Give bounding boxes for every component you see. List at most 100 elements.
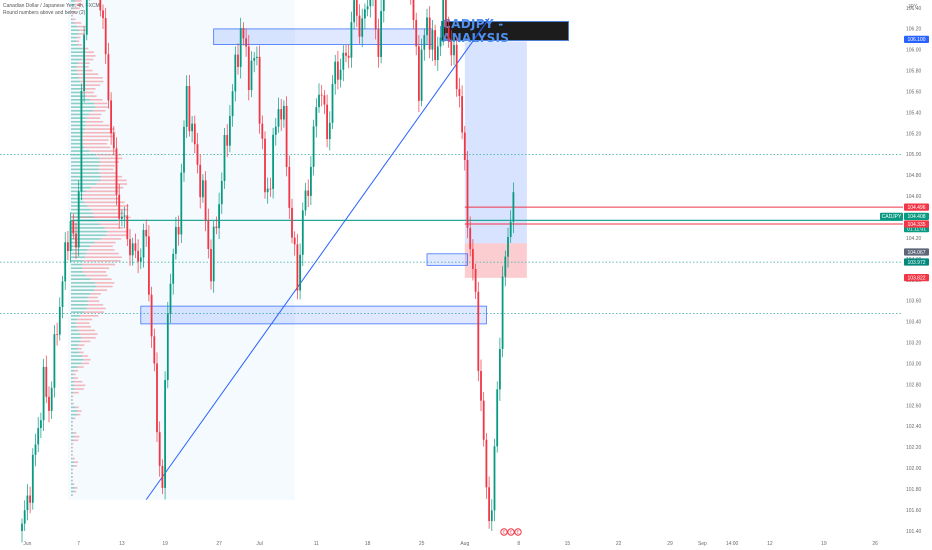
- candle-body: [80, 90, 83, 192]
- event-marker-label: E: [516, 530, 519, 535]
- volume-profile-bar-down: [92, 109, 106, 112]
- volume-profile-bar-down: [77, 413, 81, 416]
- candle-body: [447, 27, 450, 42]
- volume-profile-bar-up: [71, 311, 84, 313]
- volume-profile-bar-down: [99, 164, 115, 167]
- time-tick-label: 25: [419, 541, 425, 547]
- volume-profile-bar-down: [75, 322, 90, 324]
- candle-body: [193, 123, 196, 145]
- volume-profile-bar-up: [71, 322, 76, 324]
- candle-body: [158, 432, 161, 466]
- volume-profile-bar-down: [75, 406, 79, 409]
- volume-profile-bar-down: [74, 369, 78, 372]
- volume-profile-bar-up: [71, 318, 77, 321]
- volume-profile-bar-down: [81, 267, 110, 270]
- volume-profile-bar-down: [78, 29, 88, 32]
- volume-profile-bar-up: [71, 55, 85, 57]
- volume-profile-bar-up: [71, 157, 100, 160]
- volume-profile-bar-up: [71, 256, 85, 259]
- candle-body: [496, 389, 499, 447]
- candle-body: [72, 220, 75, 234]
- volume-profile-bar-up: [71, 435, 75, 438]
- volume-profile-bar-down: [72, 428, 73, 431]
- symbol-tag-bg: [880, 212, 903, 220]
- volume-profile-bar-up: [71, 40, 77, 43]
- volume-profile-bar-down: [73, 417, 76, 420]
- volume-profile-bar-down: [84, 146, 111, 149]
- volume-profile-bar-down: [92, 212, 125, 215]
- candle-body: [56, 334, 58, 336]
- volume-profile-bar-down: [71, 446, 73, 449]
- candle-body: [126, 215, 129, 240]
- price-tick-label: 102.20: [906, 445, 922, 451]
- volume-profile-bar-down: [72, 479, 73, 482]
- volume-profile-bar-up: [71, 139, 81, 141]
- volume-profile-bar-up: [71, 358, 84, 361]
- volume-profile-bar-up: [71, 260, 84, 262]
- candle-body: [331, 83, 334, 123]
- volume-profile-bar-up: [71, 153, 96, 156]
- shaded-region-target: [464, 41, 527, 244]
- candle-body: [442, 0, 445, 38]
- volume-profile-bar-down: [81, 91, 94, 94]
- candle-body: [42, 366, 45, 421]
- volume-profile-bar-up: [71, 472, 73, 475]
- time-tick-label: 27: [216, 541, 222, 547]
- volume-profile-bar-down: [74, 22, 82, 24]
- candle-body: [477, 291, 480, 371]
- volume-profile-bar-up: [71, 402, 73, 405]
- candle-body: [369, 0, 372, 7]
- volume-profile-bar-up: [71, 212, 93, 215]
- volume-profile-bar-up: [71, 410, 78, 412]
- candle-body: [293, 237, 296, 245]
- volume-profile-bar-up: [71, 91, 82, 94]
- symbol-tag-label: CADJPY: [882, 214, 902, 220]
- candle-body: [431, 30, 434, 50]
- candle-body: [207, 220, 210, 249]
- candle-body: [26, 495, 29, 511]
- volume-profile-bar-down: [77, 329, 95, 332]
- volume-profile-bar-up: [71, 388, 75, 390]
- price-tick-label: 105.80: [906, 69, 922, 75]
- candle-body: [75, 233, 77, 248]
- volume-profile-bar-up: [71, 479, 73, 482]
- volume-profile-bar-up: [71, 33, 79, 35]
- volume-profile-bar-up: [71, 454, 72, 456]
- volume-profile-bar-down: [73, 483, 75, 486]
- price-tick-label: 104.20: [906, 236, 922, 242]
- candle-body: [234, 54, 237, 92]
- price-tag-bg: [904, 274, 929, 282]
- volume-profile-bar-up: [71, 307, 87, 310]
- volume-profile-bar-up: [71, 241, 95, 244]
- candle-body: [350, 22, 353, 58]
- volume-profile-bar-down: [71, 399, 73, 401]
- volume-profile-bar-up: [71, 142, 82, 145]
- time-axis: Jun 7 13 19 27 Jul 11 18 25 Aug 8 15 22 29 Sep 14:00 12 1…: [23, 541, 878, 547]
- volume-profile-bar-up: [71, 172, 100, 174]
- candle-body: [256, 56, 258, 58]
- volume-profile-bar-up: [71, 432, 74, 434]
- volume-profile-bar-down: [87, 300, 100, 302]
- candle-body: [466, 160, 469, 228]
- time-tick-label: Jun: [23, 541, 31, 547]
- candle-body: [504, 256, 507, 277]
- volume-profile-bar-down: [84, 128, 115, 130]
- candle-body: [115, 148, 118, 195]
- volume-profile-bar-up: [71, 282, 95, 284]
- candle-body: [21, 523, 23, 531]
- volume-profile-bar-up: [71, 278, 91, 280]
- volume-profile-bar-up: [71, 494, 72, 496]
- volume-profile-bar-down: [105, 234, 127, 237]
- price-tick-label: 103.00: [906, 361, 922, 367]
- candle-body: [99, 0, 102, 11]
- candle-body: [50, 387, 53, 411]
- volume-profile-bar-up: [71, 183, 97, 185]
- candle-body: [104, 18, 107, 55]
- volume-profile-bar-down: [74, 388, 84, 390]
- price-tag-label: 01:11:01: [907, 227, 926, 233]
- time-tick-label: 29: [667, 541, 673, 547]
- volume-profile-bar-down: [99, 172, 117, 174]
- candle-body: [490, 510, 493, 522]
- volume-profile-bar-down: [81, 362, 89, 365]
